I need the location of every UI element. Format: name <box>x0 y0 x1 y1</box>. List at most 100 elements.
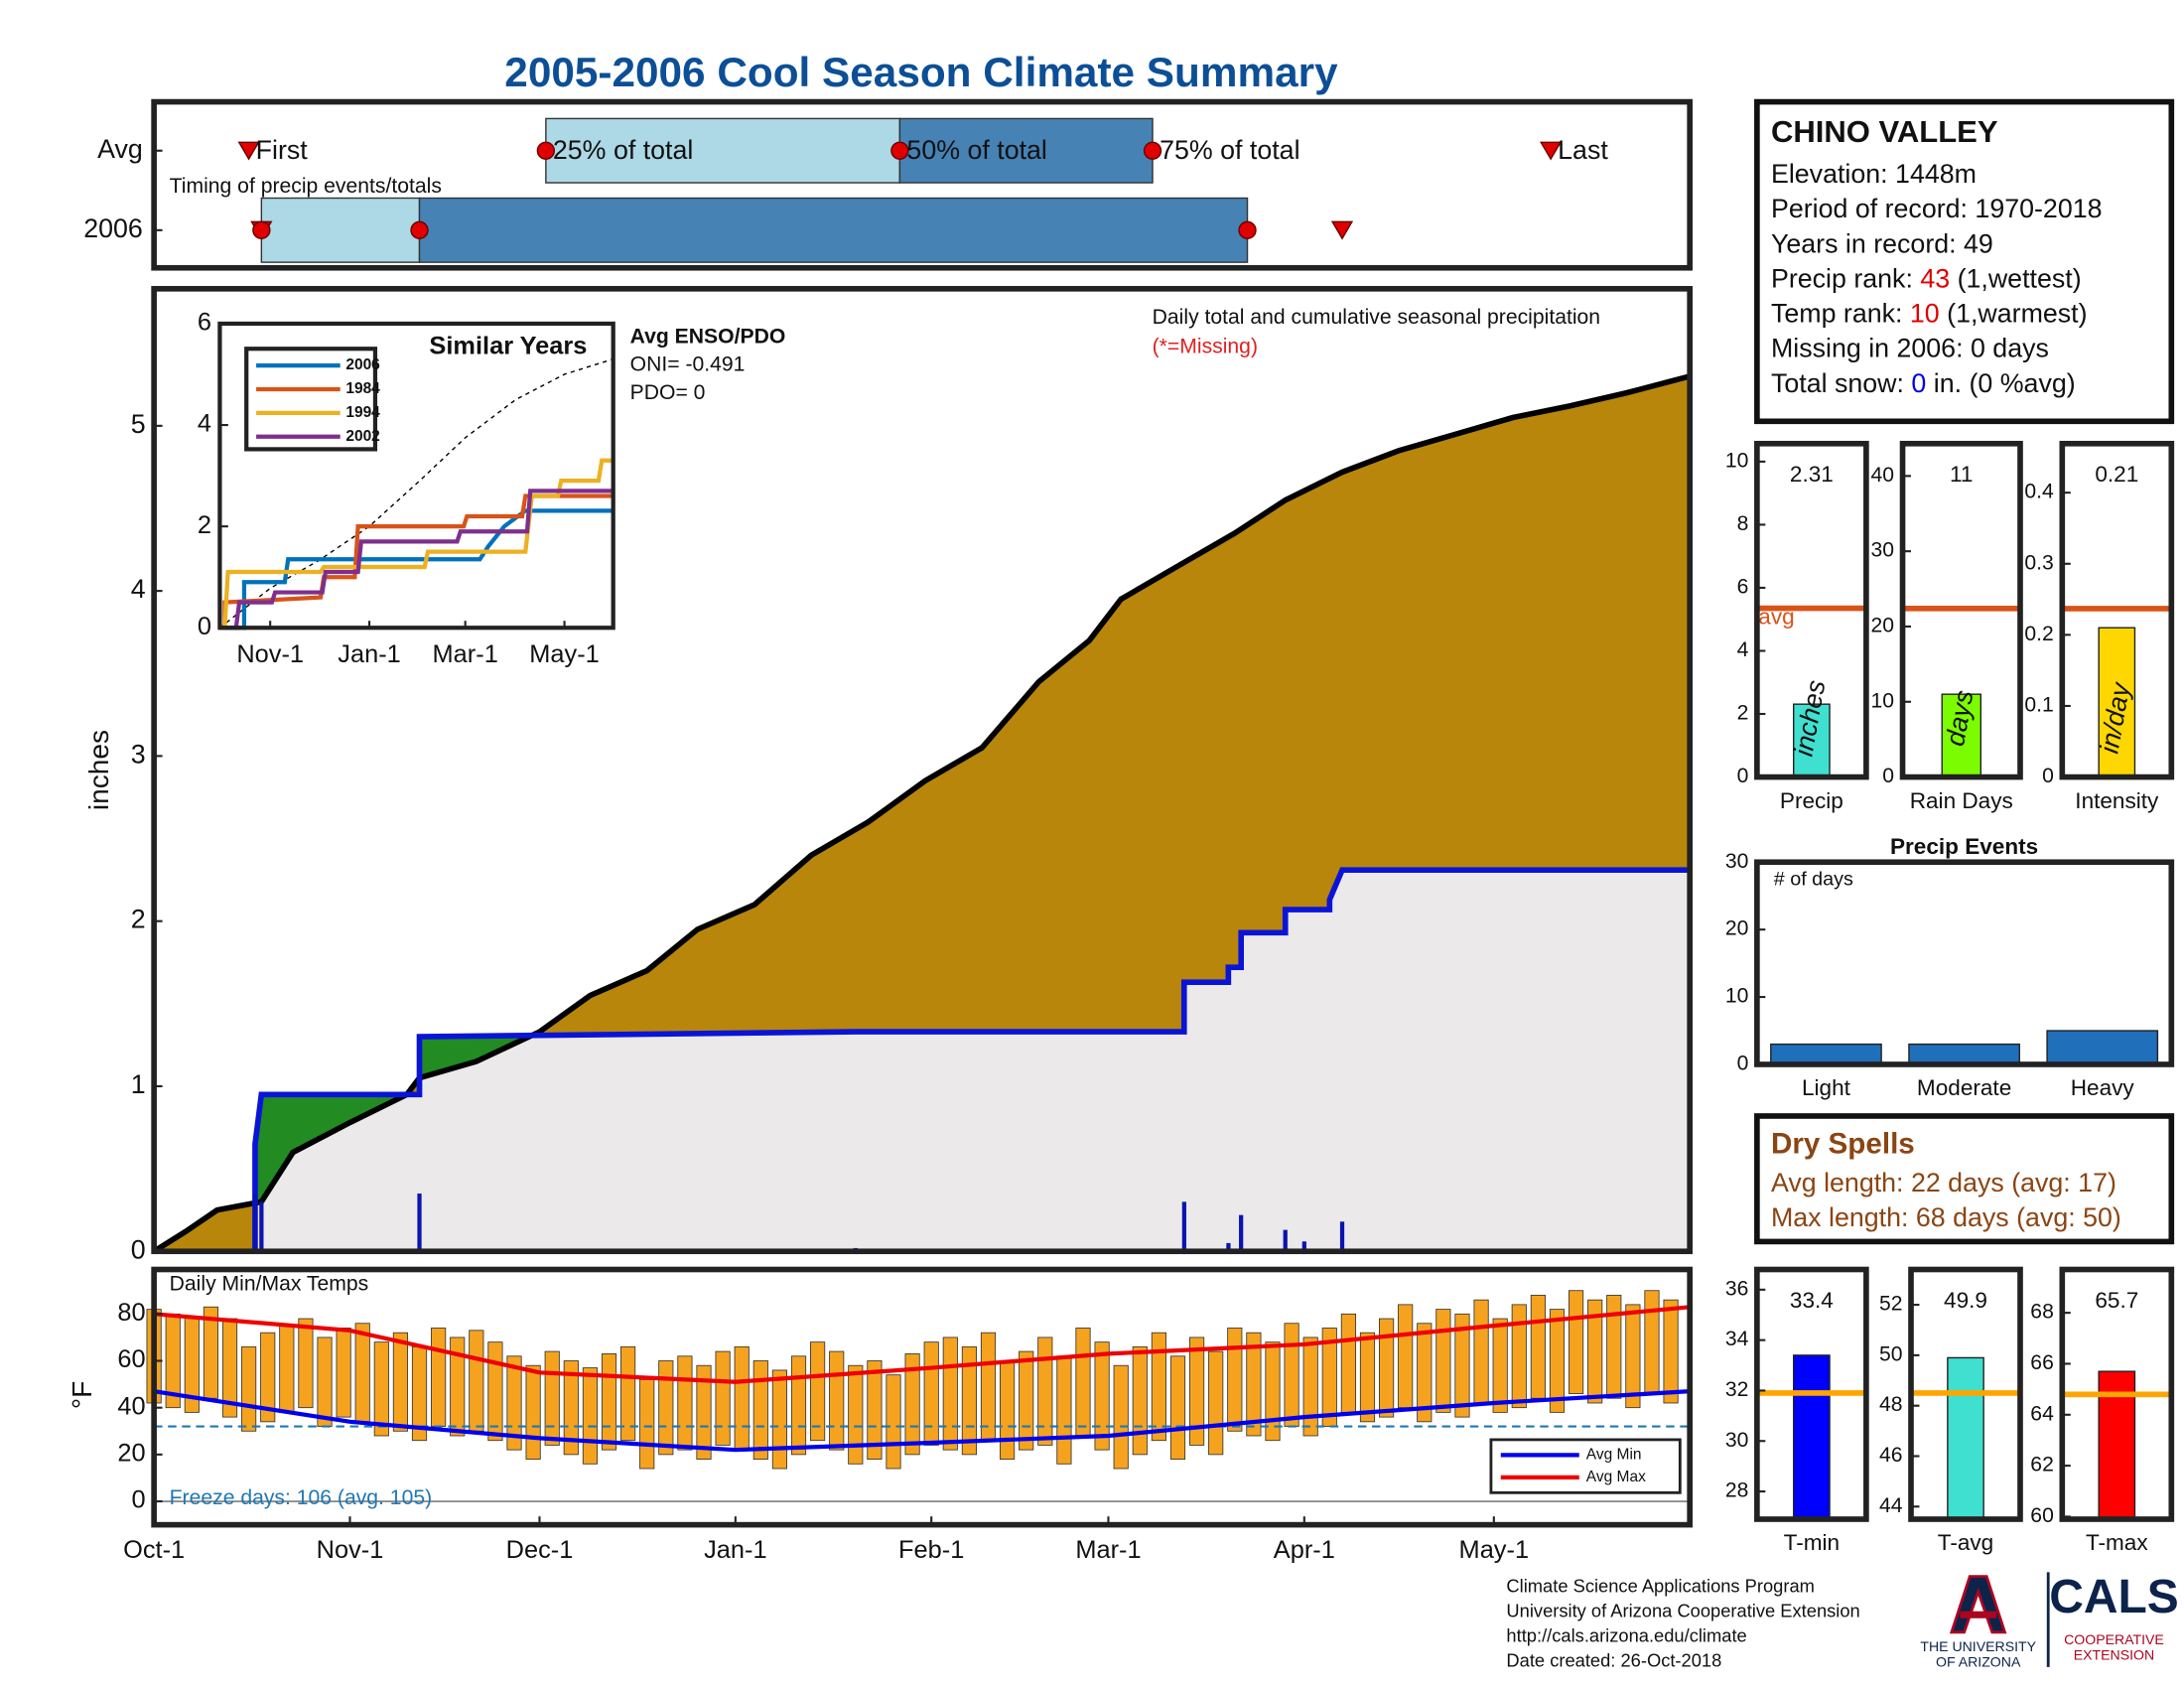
temp-range-bar <box>1340 1313 1356 1413</box>
temp-range-bar <box>1663 1299 1679 1404</box>
late-range <box>418 197 1249 263</box>
temp-range-bar <box>904 1353 920 1456</box>
y-tick-label: 8 <box>1737 512 1749 535</box>
x-tick-label: May-1 <box>529 640 600 668</box>
plot-frame <box>1908 1266 2023 1522</box>
bar <box>2046 1030 2159 1065</box>
temp-range-bar <box>867 1360 883 1460</box>
temp-range-bar <box>677 1355 693 1451</box>
temp-range-bar <box>544 1350 560 1446</box>
temp-range-bar <box>487 1341 503 1442</box>
plot-frame <box>2059 1266 2175 1522</box>
daily-precip-bar <box>1181 1201 1186 1252</box>
y-tick-label: 36 <box>1725 1277 1749 1300</box>
x-tick-label: Nov-1 <box>236 640 304 668</box>
info-segment: Missing in 2006: 0 days <box>1771 334 2049 363</box>
daily-precip-bar <box>259 1201 264 1252</box>
temp-range-bar <box>354 1323 370 1423</box>
dry-spells-line: Max length: 68 days (avg: 50) <box>1771 1202 2121 1232</box>
temp-range-bar <box>1075 1328 1091 1437</box>
y-tick-label: 64 <box>2030 1402 2054 1425</box>
x-tick-label: Jan-1 <box>338 640 400 668</box>
y-tick-label: 20 <box>117 1440 145 1468</box>
y-tick-label: 0 <box>1737 1053 1749 1075</box>
y-tick-label: 6 <box>198 309 211 337</box>
x-tick-label: Nov-1 <box>317 1536 384 1564</box>
info-segment: Precip rank: <box>1771 263 1920 293</box>
temp-range-bar <box>1000 1360 1016 1460</box>
plot-frame <box>151 286 1693 1255</box>
temp-range-bar <box>525 1364 541 1460</box>
temp-range-bar <box>373 1341 389 1437</box>
info-segment: Elevation: 1448m <box>1771 159 1977 189</box>
temp-range-bar <box>1189 1336 1205 1446</box>
value-label: 33.4 <box>1790 1288 1834 1313</box>
category-label: Rain Days <box>1910 788 2013 813</box>
temp-range-bar <box>790 1355 807 1456</box>
temp-range-bar <box>980 1332 997 1442</box>
bar <box>1941 693 1982 778</box>
x-tick-label: Mar-1 <box>433 640 498 668</box>
university-wordmark: OF ARIZONA <box>1936 1653 2021 1669</box>
temp-range-bar <box>431 1328 447 1427</box>
x-tick-label: Oct-1 <box>123 1536 185 1564</box>
daily-precip-bar <box>1301 1241 1306 1252</box>
category-label: T-max <box>2086 1530 2148 1555</box>
y-tick-label: 40 <box>1871 464 1895 487</box>
bar <box>1770 1043 1882 1065</box>
temp-range-bar <box>1359 1332 1376 1423</box>
x-tick-label: Dec-1 <box>506 1536 574 1564</box>
y-tick-label: 2 <box>1737 702 1749 725</box>
y-tick-label: 32 <box>1725 1378 1749 1401</box>
temp-range-bar <box>658 1360 674 1456</box>
y-tick-label: 0 <box>131 1234 146 1264</box>
temp-range-bar <box>469 1330 484 1432</box>
timing-label: Last <box>1558 135 1608 165</box>
temp-range-bar <box>1302 1336 1318 1437</box>
info-segment: in. (0 %avg) <box>1926 368 2075 398</box>
value-label: 11 <box>1950 462 1973 487</box>
plot-frame <box>151 1266 1693 1528</box>
temp-range-bar <box>1246 1332 1262 1437</box>
info-segment: Period of record: 1970-2018 <box>1771 194 2103 223</box>
legend-label: Avg Min <box>1586 1446 1642 1463</box>
temp-range-bar <box>1094 1341 1110 1451</box>
temp-range-bar <box>715 1350 731 1446</box>
total-marker <box>1238 220 1257 239</box>
temp-range-bar <box>1208 1350 1224 1456</box>
y-tick-label: 0.3 <box>2024 551 2053 574</box>
temp-range-bar <box>1473 1299 1489 1404</box>
y-tick-label: 2 <box>198 511 211 539</box>
y-tick-label: 62 <box>2030 1454 2054 1477</box>
timing-label: 25% of total <box>553 135 693 165</box>
daily-precip-bar <box>417 1194 422 1252</box>
y-tick-label: 2 <box>131 905 146 934</box>
temp-range-bar <box>620 1345 636 1442</box>
temp-range-bar <box>260 1332 276 1423</box>
temp-range-bar <box>1398 1304 1414 1409</box>
info-line: Precip rank: 43 (1,wettest) <box>1771 263 2082 293</box>
temp-range-bar <box>696 1364 712 1460</box>
enso-annotation: PDO= 0 <box>630 381 706 404</box>
value-label: 0.21 <box>2095 462 2138 487</box>
temp-range-bar <box>1151 1332 1166 1442</box>
temp-range-bar <box>1625 1304 1641 1409</box>
category-label: Heavy <box>2071 1075 2135 1100</box>
info-line: Years in record: 49 <box>1771 228 1993 258</box>
annotation: Timing of precip events/totals <box>170 175 442 198</box>
dry-spells-box <box>1754 1113 2175 1245</box>
value-label: 49.9 <box>1944 1288 1987 1313</box>
temp-range-bar <box>734 1345 750 1451</box>
legend-label: 1984 <box>345 380 380 397</box>
info-segment: (1,warmest) <box>1940 299 2088 329</box>
info-line: Missing in 2006: 0 days <box>1771 334 2049 363</box>
plot-frame <box>2059 440 2175 780</box>
event-marker <box>1540 141 1563 161</box>
inset-title: Similar Years <box>429 333 587 360</box>
x-tick-label: Mar-1 <box>1075 1536 1141 1564</box>
y-tick-label: 52 <box>1879 1293 1903 1316</box>
y-tick-label: 20 <box>1871 615 1895 637</box>
total-marker <box>410 220 429 239</box>
category-label: Precip <box>1780 788 1843 813</box>
